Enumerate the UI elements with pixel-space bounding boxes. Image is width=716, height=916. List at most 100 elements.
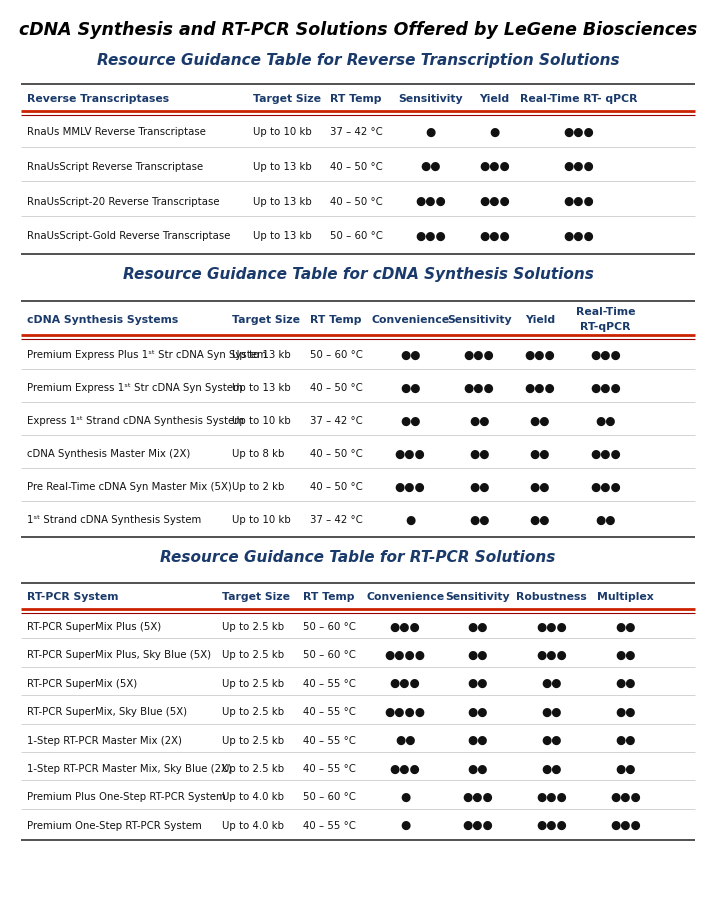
Text: cDNA Synthesis and RT-PCR Solutions Offered by LeGene Biosciences: cDNA Synthesis and RT-PCR Solutions Offe… xyxy=(19,21,697,39)
Text: ●●●: ●●● xyxy=(536,620,567,634)
Text: ●●●●: ●●●● xyxy=(384,705,425,719)
Text: ●●: ●● xyxy=(469,448,490,461)
Text: ●●●: ●●● xyxy=(563,125,594,138)
Text: RT-qPCR: RT-qPCR xyxy=(580,322,631,332)
Text: ●●●: ●●● xyxy=(563,195,594,208)
Text: ●●: ●● xyxy=(541,705,562,719)
Text: ●●●: ●●● xyxy=(536,649,567,662)
Text: ●●●: ●●● xyxy=(479,195,510,208)
Text: ●●●: ●●● xyxy=(415,230,446,243)
Text: ●●: ●● xyxy=(469,415,490,428)
Text: Resource Guidance Table for RT-PCR Solutions: Resource Guidance Table for RT-PCR Solut… xyxy=(160,550,556,564)
Text: 50 – 60 °C: 50 – 60 °C xyxy=(310,351,363,360)
Text: ●●●: ●●● xyxy=(462,819,493,833)
Text: RT Temp: RT Temp xyxy=(303,593,354,602)
Text: Up to 2.5 kb: Up to 2.5 kb xyxy=(223,650,284,660)
Text: ●●: ●● xyxy=(400,382,420,395)
Text: Up to 2.5 kb: Up to 2.5 kb xyxy=(223,736,284,746)
Text: RnaUsScript Reverse Transcriptase: RnaUsScript Reverse Transcriptase xyxy=(27,162,203,171)
Text: Resource Guidance Table for Reverse Transcription Solutions: Resource Guidance Table for Reverse Tran… xyxy=(97,53,619,68)
Text: 37 – 42 °C: 37 – 42 °C xyxy=(310,516,362,525)
Text: 50 – 60 °C: 50 – 60 °C xyxy=(303,622,356,632)
Text: 40 – 50 °C: 40 – 50 °C xyxy=(330,162,383,171)
Text: Convenience: Convenience xyxy=(366,593,444,602)
Text: ●●●: ●●● xyxy=(479,230,510,243)
Text: Express 1ˢᵗ Strand cDNA Synthesis System: Express 1ˢᵗ Strand cDNA Synthesis System xyxy=(27,417,244,426)
Text: Multiplex: Multiplex xyxy=(597,593,654,602)
Text: 40 – 50 °C: 40 – 50 °C xyxy=(310,483,362,492)
Text: Up to 4.0 kb: Up to 4.0 kb xyxy=(223,821,284,831)
Text: ●●●: ●●● xyxy=(536,819,567,833)
Text: 40 – 50 °C: 40 – 50 °C xyxy=(310,384,362,393)
Text: ●●: ●● xyxy=(469,481,490,494)
Text: ●●●: ●●● xyxy=(415,195,446,208)
Text: Premium One-Step RT-PCR System: Premium One-Step RT-PCR System xyxy=(27,821,202,831)
Text: ●●: ●● xyxy=(529,448,550,461)
Text: RnaUsScript-Gold Reverse Transcriptase: RnaUsScript-Gold Reverse Transcriptase xyxy=(27,232,231,241)
Text: ●●●: ●●● xyxy=(563,160,594,173)
Text: Target Size: Target Size xyxy=(233,315,301,324)
Text: ●●●: ●●● xyxy=(590,382,621,395)
Text: ●: ● xyxy=(405,514,415,527)
Text: Up to 13 kb: Up to 13 kb xyxy=(253,197,311,206)
Text: ●: ● xyxy=(489,125,500,138)
Text: ●●: ●● xyxy=(469,514,490,527)
Text: ●: ● xyxy=(425,125,435,138)
Text: cDNA Synthesis Master Mix (2X): cDNA Synthesis Master Mix (2X) xyxy=(27,450,190,459)
Text: RnaUsScript-20 Reverse Transcriptase: RnaUsScript-20 Reverse Transcriptase xyxy=(27,197,220,206)
Text: Premium Plus One-Step RT-PCR System: Premium Plus One-Step RT-PCR System xyxy=(27,792,226,802)
Text: ●●●: ●●● xyxy=(462,791,493,804)
Text: ●●●: ●●● xyxy=(536,791,567,804)
Text: ●●: ●● xyxy=(615,734,636,747)
Text: ●●●: ●●● xyxy=(395,481,425,494)
Text: Up to 13 kb: Up to 13 kb xyxy=(233,351,291,360)
Text: Up to 4.0 kb: Up to 4.0 kb xyxy=(223,792,284,802)
Text: 1-Step RT-PCR Master Mix, Sky Blue (2X): 1-Step RT-PCR Master Mix, Sky Blue (2X) xyxy=(27,764,232,774)
Text: Sensitivity: Sensitivity xyxy=(447,315,511,324)
Text: ●●: ●● xyxy=(400,349,420,362)
Text: 50 – 60 °C: 50 – 60 °C xyxy=(303,792,356,802)
Text: ●●: ●● xyxy=(541,762,562,776)
Text: ●●: ●● xyxy=(529,415,550,428)
Text: Up to 2.5 kb: Up to 2.5 kb xyxy=(223,622,284,632)
Text: 40 – 50 °C: 40 – 50 °C xyxy=(330,197,383,206)
Text: 37 – 42 °C: 37 – 42 °C xyxy=(310,417,362,426)
Text: ●●: ●● xyxy=(468,705,488,719)
Text: 40 – 55 °C: 40 – 55 °C xyxy=(303,821,356,831)
Text: ●●: ●● xyxy=(615,677,636,691)
Text: Robustness: Robustness xyxy=(516,593,587,602)
Text: ●●: ●● xyxy=(468,620,488,634)
Text: Up to 8 kb: Up to 8 kb xyxy=(233,450,285,459)
Text: Up to 2.5 kb: Up to 2.5 kb xyxy=(223,679,284,689)
Text: Reverse Transcriptases: Reverse Transcriptases xyxy=(27,94,169,104)
Text: Up to 2.5 kb: Up to 2.5 kb xyxy=(223,707,284,717)
Text: 40 – 55 °C: 40 – 55 °C xyxy=(303,736,356,746)
Text: Resource Guidance Table for cDNA Synthesis Solutions: Resource Guidance Table for cDNA Synthes… xyxy=(122,267,594,281)
Text: ●●: ●● xyxy=(395,734,415,747)
Text: ●●: ●● xyxy=(615,705,636,719)
Text: 1-Step RT-PCR Master Mix (2X): 1-Step RT-PCR Master Mix (2X) xyxy=(27,736,182,746)
Text: ●●: ●● xyxy=(468,734,488,747)
Text: 40 – 55 °C: 40 – 55 °C xyxy=(303,679,356,689)
Text: Real-Time RT- qPCR: Real-Time RT- qPCR xyxy=(520,94,637,104)
Text: 37 – 42 °C: 37 – 42 °C xyxy=(330,127,383,136)
Text: Up to 13 kb: Up to 13 kb xyxy=(233,384,291,393)
Text: ●●●: ●●● xyxy=(563,230,594,243)
Text: ●●●: ●●● xyxy=(390,762,420,776)
Text: RT Temp: RT Temp xyxy=(330,94,382,104)
Text: ●●●: ●●● xyxy=(390,677,420,691)
Text: RT-PCR SuperMix Plus (5X): RT-PCR SuperMix Plus (5X) xyxy=(27,622,162,632)
Text: ●●●: ●●● xyxy=(395,448,425,461)
Text: ●●: ●● xyxy=(529,481,550,494)
Text: ●●: ●● xyxy=(541,677,562,691)
Text: RT-PCR System: RT-PCR System xyxy=(27,593,119,602)
Text: Premium Express 1ˢᵗ Str cDNA Syn System: Premium Express 1ˢᵗ Str cDNA Syn System xyxy=(27,384,243,393)
Text: ●●: ●● xyxy=(615,620,636,634)
Text: ●: ● xyxy=(400,819,410,833)
Text: 50 – 60 °C: 50 – 60 °C xyxy=(303,650,356,660)
Text: 1ˢᵗ Strand cDNA Synthesis System: 1ˢᵗ Strand cDNA Synthesis System xyxy=(27,516,201,525)
Text: Up to 2 kb: Up to 2 kb xyxy=(233,483,285,492)
Text: Sensitivity: Sensitivity xyxy=(398,94,463,104)
Text: Up to 2.5 kb: Up to 2.5 kb xyxy=(223,764,284,774)
Text: RT-PCR SuperMix Plus, Sky Blue (5X): RT-PCR SuperMix Plus, Sky Blue (5X) xyxy=(27,650,211,660)
